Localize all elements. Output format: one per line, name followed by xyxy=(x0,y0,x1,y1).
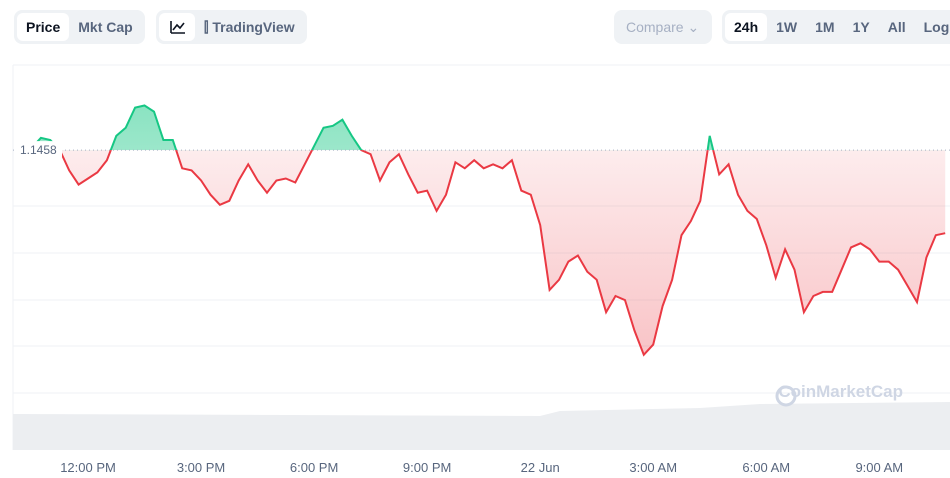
baseline-label: 1.1458 xyxy=(20,143,57,157)
volume-area xyxy=(13,402,950,450)
x-tick-label: 3:00 AM xyxy=(629,460,677,475)
x-tick-label: 3:00 PM xyxy=(177,460,225,475)
range[interactable]: 1W xyxy=(776,19,798,35)
range[interactable]: 24h xyxy=(725,13,768,41)
text: Compare xyxy=(626,19,684,35)
area-up xyxy=(31,105,946,151)
x-tick-label: 6:00 PM xyxy=(290,460,338,475)
range[interactable]: Log xyxy=(923,19,950,35)
watermark: CoinMarketCap xyxy=(778,382,903,401)
range[interactable]: 1Y xyxy=(852,19,870,35)
icon xyxy=(170,21,185,34)
x-tick-label: 12:00 PM xyxy=(60,460,116,475)
area-down xyxy=(59,150,946,355)
watermark-logo xyxy=(775,385,797,407)
x-tick-label: 9:00 AM xyxy=(855,460,903,475)
tradingview[interactable]: ⫿ TradingView xyxy=(195,13,304,41)
range[interactable]: All xyxy=(887,19,906,35)
compare-label: Compare ⌄ xyxy=(626,19,700,35)
line-icon[interactable] xyxy=(159,13,195,41)
price-line-down xyxy=(58,150,946,357)
price-line-up xyxy=(30,104,715,151)
range[interactable]: 1M xyxy=(815,19,835,35)
tool-tabs: ⫿ TradingView xyxy=(156,10,307,44)
x-tick-label: 6:00 AM xyxy=(742,460,790,475)
icon: ⫿ xyxy=(204,19,213,35)
x-tick-label: 9:00 PM xyxy=(403,460,451,475)
compare[interactable]: Compare ⌄ xyxy=(614,10,712,44)
metric-tabs: Price Mkt Cap xyxy=(14,10,145,44)
baseline-label-bg xyxy=(14,141,62,160)
x-tick-label: 22 Jun xyxy=(521,460,560,475)
tab[interactable]: Price xyxy=(17,13,70,41)
label: TradingView xyxy=(212,19,295,35)
range-tabs: 24h 1W 1M 1Y All Log xyxy=(722,10,950,44)
grid xyxy=(13,205,950,394)
tab[interactable]: Mkt Cap xyxy=(78,19,133,35)
